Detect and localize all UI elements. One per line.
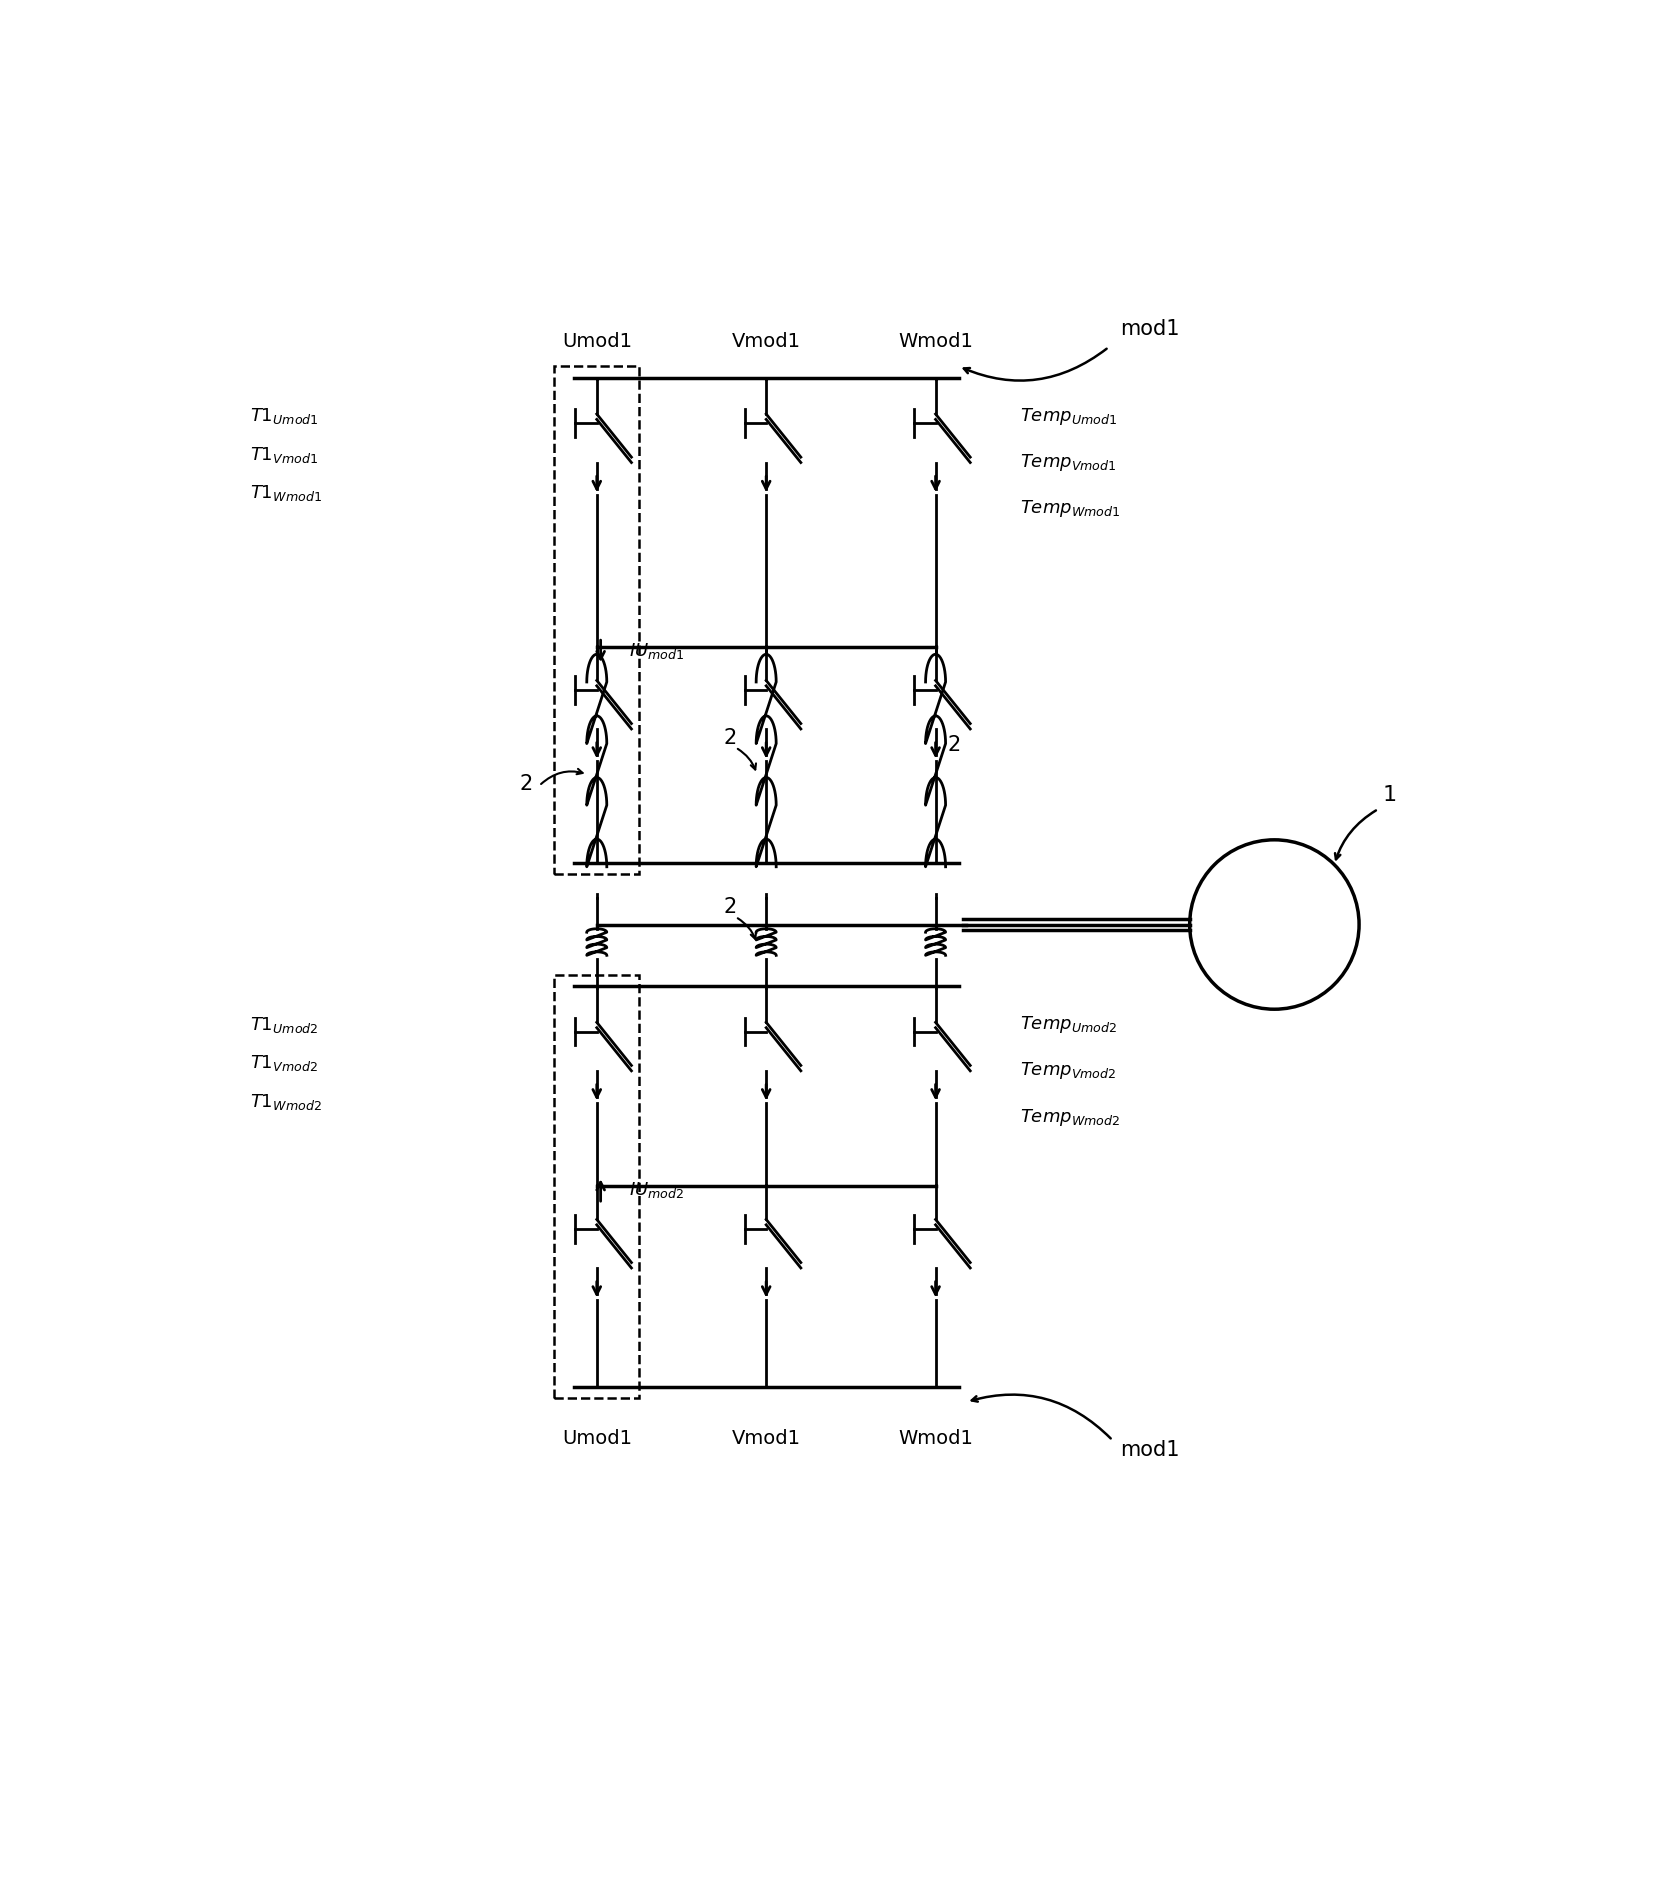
Text: $T1_{Vmod2}$: $T1_{Vmod2}$ bbox=[251, 1054, 319, 1072]
Text: $T1_{Wmod2}$: $T1_{Wmod2}$ bbox=[251, 1091, 322, 1112]
Text: $T1_{Vmod1}$: $T1_{Vmod1}$ bbox=[251, 445, 319, 466]
Text: Vmod1: Vmod1 bbox=[733, 1429, 801, 1448]
Text: mod1: mod1 bbox=[1121, 1440, 1179, 1459]
Text: Wmod1: Wmod1 bbox=[899, 332, 973, 351]
Text: $IU_{mod2}$: $IU_{mod2}$ bbox=[630, 1179, 684, 1200]
Bar bbox=[555, 366, 639, 875]
Text: 2: 2 bbox=[520, 774, 533, 794]
Text: Umod1: Umod1 bbox=[561, 332, 631, 351]
Text: mod1: mod1 bbox=[1121, 319, 1179, 340]
Text: 2: 2 bbox=[724, 727, 737, 747]
Text: $T1_{Umod1}$: $T1_{Umod1}$ bbox=[251, 406, 319, 426]
Text: Vmod1: Vmod1 bbox=[733, 332, 801, 351]
Text: $T1_{Umod2}$: $T1_{Umod2}$ bbox=[251, 1014, 319, 1035]
Text: $Temp_{Wmod2}$: $Temp_{Wmod2}$ bbox=[1020, 1106, 1121, 1127]
Text: Umod1: Umod1 bbox=[561, 1429, 631, 1448]
Text: $Temp_{Umod2}$: $Temp_{Umod2}$ bbox=[1020, 1014, 1118, 1035]
Text: $Temp_{Wmod1}$: $Temp_{Wmod1}$ bbox=[1020, 498, 1121, 518]
Text: Wmod1: Wmod1 bbox=[899, 1429, 973, 1448]
Text: $Temp_{Umod1}$: $Temp_{Umod1}$ bbox=[1020, 406, 1118, 426]
Text: $T1_{Wmod1}$: $T1_{Wmod1}$ bbox=[251, 483, 322, 503]
Bar bbox=[555, 975, 639, 1397]
Text: $IU_{mod1}$: $IU_{mod1}$ bbox=[630, 640, 684, 661]
Text: $Temp_{Vmod2}$: $Temp_{Vmod2}$ bbox=[1020, 1061, 1116, 1082]
Text: $Temp_{Vmod1}$: $Temp_{Vmod1}$ bbox=[1020, 453, 1116, 473]
Text: 2: 2 bbox=[724, 898, 737, 916]
Text: 1: 1 bbox=[1382, 785, 1397, 806]
Text: 2: 2 bbox=[947, 736, 960, 755]
